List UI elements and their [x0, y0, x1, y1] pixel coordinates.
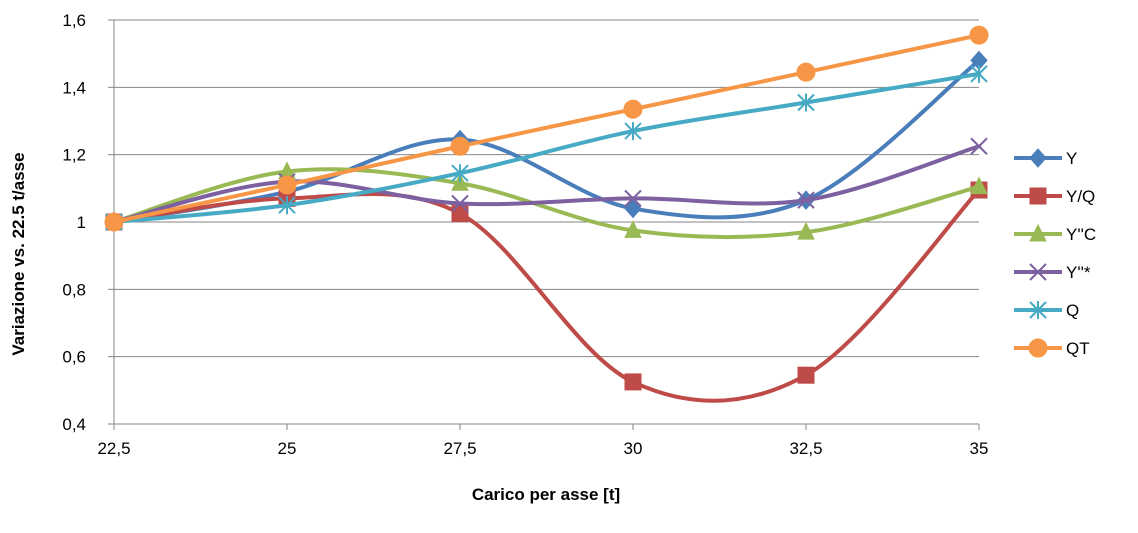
x-tick-label: 35	[970, 439, 989, 458]
marker-stroke	[624, 189, 642, 208]
legend-marker	[1029, 223, 1047, 242]
data-point	[624, 220, 642, 238]
x-tick-label: 32,5	[789, 439, 822, 458]
series-y-c	[105, 161, 988, 240]
legend-item: Y''C	[1014, 223, 1096, 244]
data-point	[451, 173, 469, 191]
data-point	[624, 122, 642, 141]
data-point	[970, 137, 988, 155]
legend-marker	[1029, 187, 1047, 205]
legend: Y Y/Q Y''C Y''* Q QT	[1014, 148, 1096, 358]
x-tick-label: 22,5	[97, 439, 130, 458]
y-tick-label: 0,4	[62, 415, 86, 434]
legend-label: Y''C	[1066, 225, 1096, 244]
data-point	[969, 25, 989, 45]
series-y	[105, 137, 988, 231]
data-point	[624, 373, 642, 391]
legend-label: Y/Q	[1066, 187, 1095, 206]
legend-label: QT	[1066, 339, 1090, 358]
legend-item: Y/Q	[1014, 187, 1095, 206]
series-line	[112, 167, 981, 240]
data-point	[970, 64, 988, 83]
y-tick-label: 1,6	[62, 11, 86, 30]
data-point	[797, 191, 815, 209]
series-q	[105, 64, 988, 231]
data-point	[624, 189, 642, 208]
grid-lines	[114, 19, 979, 425]
data-point	[624, 198, 642, 219]
data-point	[104, 212, 124, 232]
legend-marker	[1028, 338, 1048, 358]
series-line	[112, 144, 981, 224]
x-tick-label: 27,5	[443, 439, 476, 458]
data-point	[451, 164, 469, 183]
marker-stroke	[1029, 263, 1047, 281]
marker-stroke	[797, 191, 815, 209]
data-point	[450, 136, 470, 156]
x-tick-label: 30	[624, 439, 643, 458]
legend-label: Y''*	[1066, 263, 1091, 282]
legend-item: Q	[1014, 301, 1079, 320]
legend-marker	[1029, 148, 1047, 168]
y-tick-label: 0,8	[62, 280, 86, 299]
series-line	[112, 33, 981, 224]
y-tick-label: 1,2	[62, 146, 86, 165]
marker-stroke	[451, 194, 469, 213]
series-line	[112, 71, 981, 224]
data-point	[797, 221, 815, 240]
legend-marker	[1029, 301, 1047, 319]
data-point	[797, 93, 815, 112]
y-axis-title: Variazione vs. 22.5 t/asse	[9, 152, 28, 355]
x-axis-title: Carico per asse [t]	[472, 485, 620, 504]
data-point	[796, 62, 816, 82]
tick-labels: 0,4 0,6 0,8 1 1,2 1,4 1,6 22,5 25 27,5 30 32,5 35	[62, 11, 988, 458]
legend-item: QT	[1014, 338, 1090, 358]
series-line	[112, 188, 981, 403]
data-point	[278, 196, 296, 215]
data-point	[797, 366, 815, 384]
legend-label: Y	[1066, 149, 1077, 168]
data-point	[451, 205, 469, 223]
series-line	[112, 58, 981, 224]
y-tick-label: 1,4	[62, 78, 86, 97]
series-qt	[104, 25, 989, 232]
data-point	[623, 99, 643, 119]
data-point	[451, 194, 469, 213]
data-point	[277, 175, 297, 195]
marker-stroke	[970, 137, 988, 155]
y-tick-label: 1	[77, 213, 86, 232]
legend-item: Y''*	[1014, 263, 1091, 282]
y-tick-label: 0,6	[62, 348, 86, 367]
legend-label: Q	[1066, 301, 1079, 320]
legend-marker	[1029, 263, 1047, 281]
data-point	[970, 176, 988, 195]
x-tick-label: 25	[278, 439, 297, 458]
series-group	[104, 25, 989, 403]
series-y-q	[105, 181, 988, 403]
legend-item: Y	[1014, 148, 1077, 168]
